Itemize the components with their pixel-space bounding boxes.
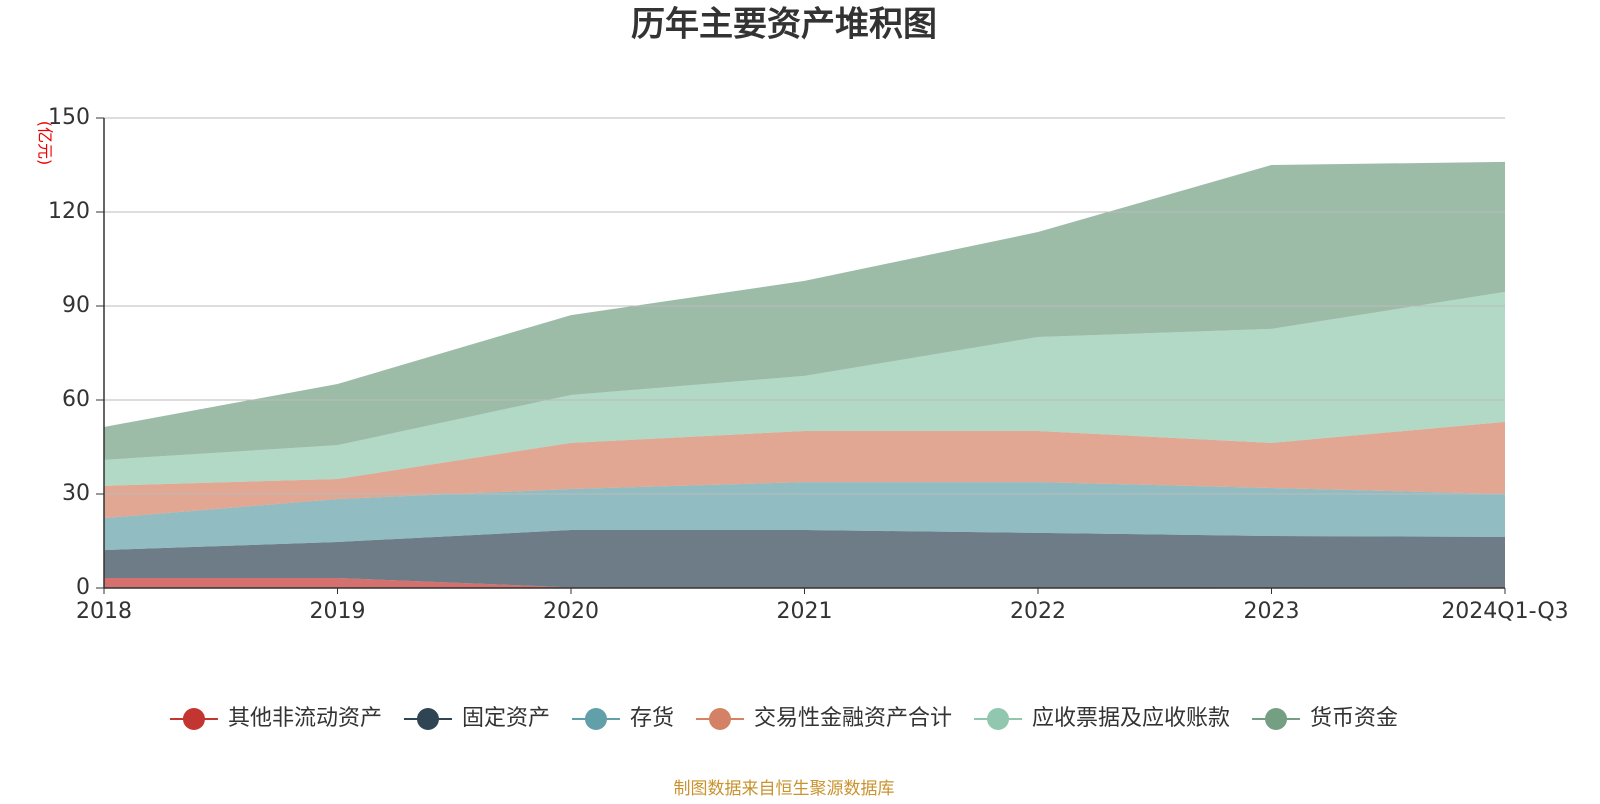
legend-label: 其他非流动资产 — [228, 706, 382, 731]
legend-item: 应收票据及应收账款 — [974, 706, 1230, 731]
legend-marker — [182, 708, 205, 730]
legend-item: 交易性金融资产合计 — [696, 706, 952, 731]
axes: 0 30 60 90 120 150 2018 2019 2020 2021 2022 2023 202… — [48, 105, 1569, 624]
x-tick-label: 2024Q1-Q3 — [1441, 599, 1568, 624]
legend-marker — [987, 708, 1010, 730]
legend-label: 固定资产 — [462, 706, 550, 731]
legend-marker — [584, 708, 607, 730]
source-note: 制图数据来自恒生聚源数据库 — [674, 779, 895, 799]
y-tick-label: 90 — [62, 293, 90, 318]
y-tick-label: 60 — [62, 387, 90, 412]
x-tick-label: 2020 — [543, 599, 599, 624]
legend-label: 存货 — [630, 706, 674, 731]
x-tick-label: 2022 — [1010, 599, 1066, 624]
chart-title: 历年主要资产堆积图 — [631, 5, 937, 45]
area — [104, 482, 1505, 551]
y-tick-label: 30 — [62, 481, 90, 506]
areas — [104, 161, 1505, 588]
legend: 其他非流动资产 固定资产 存货 交易性金融资产合计 应收票据及应收账款 货币资金 — [169, 706, 1398, 731]
area — [104, 530, 1505, 588]
legend-item: 货币资金 — [1252, 706, 1398, 731]
legend-item: 其他非流动资产 — [169, 706, 382, 731]
y-unit: (亿元) — [36, 121, 55, 166]
x-tick-label: 2018 — [76, 599, 132, 624]
legend-marker — [416, 708, 439, 730]
legend-marker — [1265, 708, 1288, 730]
area — [104, 577, 1505, 588]
legend-label: 应收票据及应收账款 — [1032, 706, 1230, 731]
legend-item: 存货 — [571, 706, 674, 731]
area — [104, 421, 1505, 519]
x-tick-label: 2019 — [310, 599, 366, 624]
legend-label: 交易性金融资产合计 — [754, 706, 952, 731]
legend-label: 货币资金 — [1310, 706, 1398, 731]
y-tick-label: 0 — [76, 575, 90, 600]
x-tick-label: 2021 — [777, 599, 833, 624]
legend-item: 固定资产 — [403, 706, 550, 731]
area — [104, 161, 1505, 460]
y-tick-label: 150 — [48, 105, 90, 130]
legend-marker — [709, 708, 731, 730]
x-tick-label: 2023 — [1244, 599, 1300, 624]
y-tick-label: 120 — [48, 199, 90, 224]
area — [104, 291, 1505, 486]
